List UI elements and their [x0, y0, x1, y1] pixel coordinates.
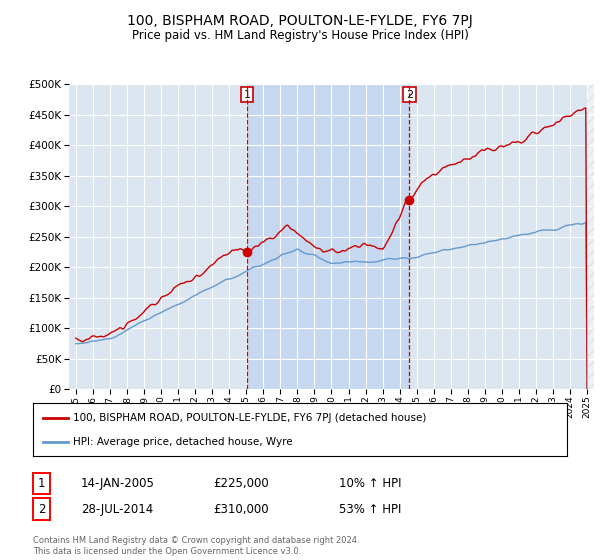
Text: HPI: Average price, detached house, Wyre: HPI: Average price, detached house, Wyre — [73, 437, 293, 447]
Text: 14-JAN-2005: 14-JAN-2005 — [81, 477, 155, 491]
Text: Contains HM Land Registry data © Crown copyright and database right 2024.
This d: Contains HM Land Registry data © Crown c… — [33, 536, 359, 556]
Text: 1: 1 — [244, 90, 250, 100]
Text: £310,000: £310,000 — [213, 503, 269, 516]
Text: 10% ↑ HPI: 10% ↑ HPI — [339, 477, 401, 491]
Text: 53% ↑ HPI: 53% ↑ HPI — [339, 503, 401, 516]
Text: Price paid vs. HM Land Registry's House Price Index (HPI): Price paid vs. HM Land Registry's House … — [131, 29, 469, 42]
Text: 100, BISPHAM ROAD, POULTON-LE-FYLDE, FY6 7PJ (detached house): 100, BISPHAM ROAD, POULTON-LE-FYLDE, FY6… — [73, 413, 427, 423]
Text: 28-JUL-2014: 28-JUL-2014 — [81, 503, 153, 516]
Bar — [247, 84, 409, 389]
Text: 2: 2 — [406, 90, 413, 100]
Text: £225,000: £225,000 — [213, 477, 269, 491]
Text: 1: 1 — [38, 477, 45, 490]
Text: 100, BISPHAM ROAD, POULTON-LE-FYLDE, FY6 7PJ: 100, BISPHAM ROAD, POULTON-LE-FYLDE, FY6… — [127, 14, 473, 28]
Bar — [587, 84, 596, 389]
Text: 2: 2 — [38, 502, 45, 516]
